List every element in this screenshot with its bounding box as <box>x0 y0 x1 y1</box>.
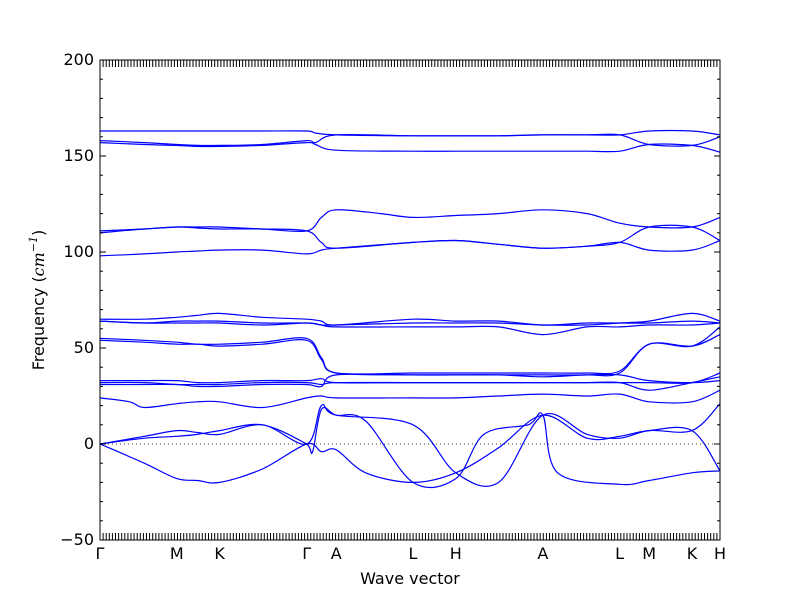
band-line-5 <box>99 224 721 249</box>
y-tick-label: 150 <box>63 146 94 165</box>
band-line-15 <box>99 389 721 409</box>
y-tick-label: 200 <box>63 50 94 69</box>
x-tick-label: H <box>450 544 462 563</box>
x-tick-label: H <box>714 544 726 563</box>
x-tick-label: Γ <box>302 544 311 563</box>
y-tick-marks <box>100 59 720 541</box>
y-axis-title-suffix: ) <box>29 230 48 236</box>
band-line-18 <box>99 414 721 484</box>
x-tick-label: K <box>214 544 225 563</box>
y-tick-labels: −50 0 50 100 150 200 <box>60 50 94 549</box>
band-line-13 <box>99 376 721 391</box>
band-line-9 <box>99 320 721 336</box>
y-tick-label: −50 <box>60 530 94 549</box>
x-tick-label: K <box>687 544 698 563</box>
x-axis-title: Wave vector <box>360 569 460 588</box>
band-line-1 <box>100 129 721 137</box>
y-tick-label: 0 <box>84 434 94 453</box>
x-tick-label: M <box>170 544 184 563</box>
x-tick-label: L <box>408 544 417 563</box>
y-axis-title: Frequency (cm−1) <box>27 230 48 371</box>
y-tick-label: 50 <box>74 338 94 357</box>
y-axis-title-prefix: Frequency ( <box>29 276 48 370</box>
y-tick-label: 100 <box>63 242 94 261</box>
band-line-6 <box>99 239 721 257</box>
x-tick-marks <box>99 60 721 540</box>
band-line-2 <box>99 133 721 147</box>
x-tick-label: A <box>537 544 548 563</box>
x-tick-label: M <box>642 544 656 563</box>
band-line-4 <box>99 209 721 233</box>
band-line-14 <box>99 373 721 388</box>
plot-frame <box>99 59 721 541</box>
band-line-3 <box>99 141 721 153</box>
band-line-11 <box>99 334 721 377</box>
y-axis-title-unit: cm <box>29 252 48 276</box>
x-tick-label: Γ <box>96 544 105 563</box>
band-line-8 <box>99 312 721 326</box>
x-tick-label: A <box>331 544 342 563</box>
band-lines <box>99 129 721 489</box>
y-axis-title-exponent: −1 <box>27 236 40 252</box>
band-line-16 <box>99 403 721 487</box>
x-tick-label: L <box>615 544 624 563</box>
band-line-17 <box>99 406 721 489</box>
